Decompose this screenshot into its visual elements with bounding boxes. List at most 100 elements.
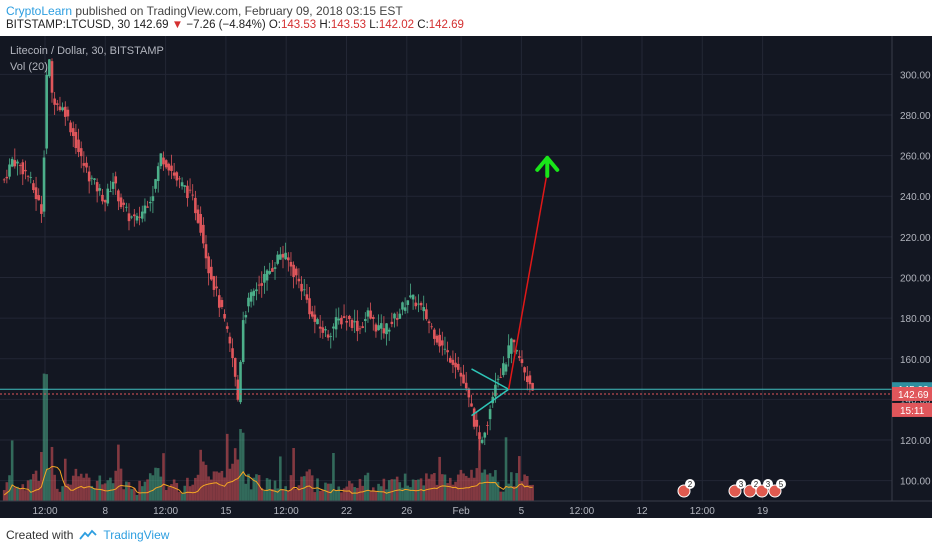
candle-body bbox=[456, 363, 460, 370]
candle-body bbox=[106, 188, 110, 204]
volume-bar bbox=[127, 482, 131, 501]
volume-bar bbox=[451, 484, 455, 501]
candle-body bbox=[164, 160, 168, 168]
candle-body bbox=[93, 178, 96, 180]
volume-bar bbox=[385, 489, 388, 501]
volume-bar bbox=[207, 476, 210, 501]
candle-body bbox=[265, 270, 269, 281]
volume-bar bbox=[186, 477, 189, 501]
volume-bar bbox=[488, 473, 492, 501]
candle-body bbox=[207, 256, 210, 274]
volume-bar bbox=[180, 493, 184, 501]
volume-bar bbox=[220, 470, 224, 501]
candle-body bbox=[523, 367, 526, 373]
volume-bar bbox=[71, 475, 75, 501]
tradingview-link[interactable]: TradingView bbox=[103, 528, 170, 542]
candle-body bbox=[143, 205, 147, 214]
candle-body bbox=[395, 318, 399, 320]
candle-body bbox=[58, 106, 62, 111]
symbol-info-bar: BITSTAMP:LTCUSD, 30 142.69 ▼ −7.26 (−4.8… bbox=[6, 19, 464, 31]
volume-bar bbox=[172, 479, 176, 501]
volume-bar bbox=[188, 486, 192, 501]
candle-body bbox=[170, 165, 173, 171]
volume-bar bbox=[292, 447, 295, 501]
volume-bar bbox=[263, 490, 266, 501]
volume-bar bbox=[334, 490, 338, 501]
volume-bar bbox=[387, 480, 391, 501]
volume-pane bbox=[2, 373, 534, 501]
volume-bar bbox=[374, 491, 378, 501]
candle-body bbox=[29, 177, 33, 178]
volume-bar bbox=[244, 483, 248, 501]
price-axis-panel bbox=[892, 36, 932, 518]
candle-body bbox=[342, 316, 346, 318]
candle-body bbox=[8, 164, 11, 177]
candle-body bbox=[175, 172, 179, 181]
y-tick-label: 300.00 bbox=[900, 70, 931, 81]
volume-bar bbox=[512, 486, 516, 501]
volume-bar bbox=[225, 433, 229, 501]
volume-bar bbox=[454, 481, 457, 501]
volume-bar bbox=[289, 475, 293, 501]
candle-body bbox=[310, 311, 314, 317]
candle-body bbox=[403, 307, 407, 311]
volume-bar bbox=[502, 491, 505, 501]
candle-body bbox=[385, 323, 388, 335]
candle-body bbox=[111, 181, 115, 189]
volume-bar bbox=[504, 437, 508, 501]
candle-body bbox=[122, 202, 125, 205]
candle-body bbox=[125, 206, 128, 208]
volume-bar bbox=[56, 488, 59, 501]
volume-bar bbox=[281, 489, 285, 501]
candle-body bbox=[215, 286, 218, 289]
close-value: 142.69 bbox=[428, 19, 464, 31]
candle-body bbox=[326, 334, 330, 338]
volume-bar bbox=[302, 476, 306, 501]
volume-bar bbox=[16, 486, 19, 501]
volume-bar bbox=[40, 451, 43, 501]
volume-bar bbox=[196, 474, 200, 501]
event-count-bubble bbox=[776, 479, 786, 489]
volume-bar bbox=[199, 449, 202, 501]
volume-bar bbox=[24, 490, 27, 501]
x-tick-label: 12:00 bbox=[32, 506, 57, 517]
author-link[interactable]: CryptoLearn bbox=[6, 4, 73, 18]
volume-bar bbox=[494, 470, 497, 501]
candle-body bbox=[183, 185, 187, 187]
candle-body bbox=[425, 309, 428, 320]
x-tick-label: 5 bbox=[519, 506, 525, 517]
volume-bar bbox=[82, 477, 86, 501]
candle-body bbox=[223, 314, 226, 319]
volume-bar bbox=[427, 478, 431, 501]
volume-bar bbox=[101, 484, 104, 501]
event-count-bubble bbox=[685, 479, 695, 489]
price-change: −7.26 (−4.84%) bbox=[186, 19, 266, 31]
candle-body bbox=[292, 264, 295, 277]
candle-body bbox=[21, 162, 25, 175]
volume-bar bbox=[217, 472, 221, 501]
symbol-label: BITSTAMP:LTCUSD, 30 bbox=[6, 19, 131, 31]
volume-bar bbox=[435, 484, 439, 501]
candle-body bbox=[82, 163, 86, 166]
event-count-label: 3 bbox=[766, 480, 771, 489]
candle-body bbox=[77, 139, 80, 153]
volume-bar bbox=[125, 481, 128, 501]
price-axis[interactable]: 100.00120.00140.00160.00180.00200.00220.… bbox=[891, 36, 932, 518]
x-tick-label: 26 bbox=[401, 506, 413, 517]
volume-bar bbox=[122, 489, 125, 501]
candle-body bbox=[210, 266, 213, 280]
candle-body bbox=[393, 313, 396, 319]
candle-body bbox=[518, 356, 521, 358]
candle-body bbox=[345, 320, 349, 323]
volume-bar bbox=[480, 472, 484, 501]
volume-bar bbox=[366, 472, 370, 501]
x-tick-label: 12:00 bbox=[569, 506, 594, 517]
volume-bar bbox=[156, 468, 160, 501]
volume-bar bbox=[252, 477, 256, 501]
candle-body bbox=[494, 384, 497, 397]
candle-body bbox=[127, 213, 131, 222]
volume-bar bbox=[114, 470, 118, 501]
x-tick-label: Feb bbox=[452, 506, 470, 517]
time-axis[interactable]: 12:00 8 12:00 15 12:00 22 26 Feb 5 12:00 12 12:00 19 bbox=[0, 500, 932, 518]
